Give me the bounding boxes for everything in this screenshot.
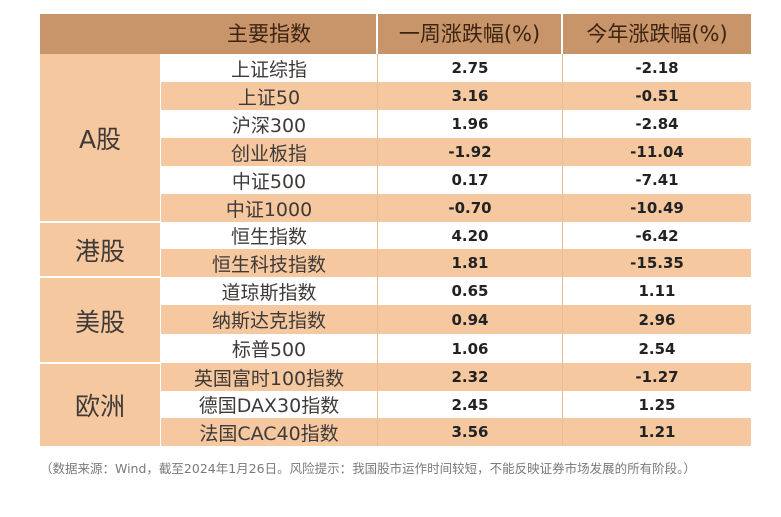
table-row: 英国富时100指数 2.32 -1.27 xyxy=(161,363,751,391)
index-name: 标普500 xyxy=(231,339,307,361)
table-row: 恒生科技指数 1.81 -15.35 xyxy=(161,249,751,277)
group-label-a-shares: A股 xyxy=(40,54,160,222)
index-name: 法国CAC40指数 xyxy=(199,422,339,445)
week-change: 3.16 xyxy=(451,87,489,105)
table-row: 中证500 0.17 -7.41 xyxy=(161,166,751,194)
ytd-change: -0.51 xyxy=(635,87,679,105)
index-name: 中证1000 xyxy=(225,198,313,221)
header-divider xyxy=(561,14,563,54)
table-header: 主要指数 一周涨跌幅(%) 今年涨跌幅(%) xyxy=(40,14,751,54)
week-change: 2.75 xyxy=(451,59,489,77)
group-label-europe: 欧洲 xyxy=(40,364,160,446)
week-change: 0.65 xyxy=(451,282,489,300)
ytd-change: -7.41 xyxy=(635,171,679,189)
ytd-change: 1.21 xyxy=(638,423,676,441)
ytd-change: -6.42 xyxy=(635,226,679,245)
group-label-hk: 港股 xyxy=(40,223,160,277)
week-change: -0.70 xyxy=(448,199,492,217)
header-ytd-change: 今年涨跌幅(%) xyxy=(586,22,728,46)
group-divider xyxy=(40,276,160,278)
week-change: 1.81 xyxy=(451,254,489,272)
table-row: 道琼斯指数 0.65 1.11 xyxy=(161,277,751,305)
column-divider xyxy=(377,54,378,446)
ytd-change: -15.35 xyxy=(630,254,684,272)
week-change: 0.17 xyxy=(451,171,489,189)
ytd-change: 1.25 xyxy=(638,395,676,414)
index-name: 道琼斯指数 xyxy=(221,281,317,304)
table-row: 纳斯达克指数 0.94 2.96 xyxy=(161,305,751,334)
ytd-change: 2.54 xyxy=(638,339,676,358)
index-name: 中证500 xyxy=(231,170,307,193)
group-label-us: 美股 xyxy=(40,278,160,363)
column-divider xyxy=(562,54,563,446)
ytd-change: 2.96 xyxy=(638,310,676,329)
table-row: 创业板指 -1.92 -11.04 xyxy=(161,138,751,166)
ytd-change: -1.27 xyxy=(635,368,679,386)
week-change: 3.56 xyxy=(451,423,489,441)
table-row: 标普500 1.06 2.54 xyxy=(161,334,751,363)
week-change: 2.45 xyxy=(451,395,489,414)
ytd-change: -2.84 xyxy=(635,115,679,133)
header-divider xyxy=(376,14,378,54)
table-row: 德国DAX30指数 2.45 1.25 xyxy=(161,391,751,418)
ytd-change: 1.11 xyxy=(638,282,676,300)
week-change: -1.92 xyxy=(448,143,492,161)
index-name: 英国富时100指数 xyxy=(193,367,345,390)
header-index-name: 主要指数 xyxy=(227,22,311,46)
ytd-change: -11.04 xyxy=(630,143,684,161)
table-row: 恒生指数 4.20 -6.42 xyxy=(161,222,751,249)
index-name: 上证50 xyxy=(237,86,301,109)
week-change: 1.96 xyxy=(451,115,489,133)
week-change: 4.20 xyxy=(451,226,489,245)
week-change: 0.94 xyxy=(451,310,489,329)
index-name: 德国DAX30指数 xyxy=(198,395,340,417)
group-divider xyxy=(40,362,160,364)
ytd-change: -2.18 xyxy=(635,59,679,77)
table-row: 沪深300 1.96 -2.84 xyxy=(161,110,751,138)
table-row: 上证50 3.16 -0.51 xyxy=(161,82,751,110)
table-row: 上证综指 2.75 -2.18 xyxy=(161,54,751,82)
index-name: 沪深300 xyxy=(231,114,307,137)
ytd-change: -10.49 xyxy=(630,199,684,217)
table-row: 法国CAC40指数 3.56 1.21 xyxy=(161,418,751,446)
header-week-change: 一周涨跌幅(%) xyxy=(398,22,541,46)
index-name: 恒生指数 xyxy=(230,226,307,248)
source-footnote: （数据来源：Wind，截至2024年1月26日。风险提示：我国股市运作时间较短，… xyxy=(40,461,696,476)
index-name: 纳斯达克指数 xyxy=(211,310,326,332)
index-name: 上证综指 xyxy=(230,58,307,81)
index-name: 恒生科技指数 xyxy=(211,253,326,276)
table-row: 中证1000 -0.70 -10.49 xyxy=(161,194,751,222)
week-change: 1.06 xyxy=(451,339,489,358)
week-change: 2.32 xyxy=(451,368,489,386)
index-performance-table: 主要指数 一周涨跌幅(%) 今年涨跌幅(%) A股 港股 美股 欧洲 上证综指 … xyxy=(40,14,751,446)
index-name: 创业板指 xyxy=(230,142,307,165)
group-divider xyxy=(40,221,160,223)
